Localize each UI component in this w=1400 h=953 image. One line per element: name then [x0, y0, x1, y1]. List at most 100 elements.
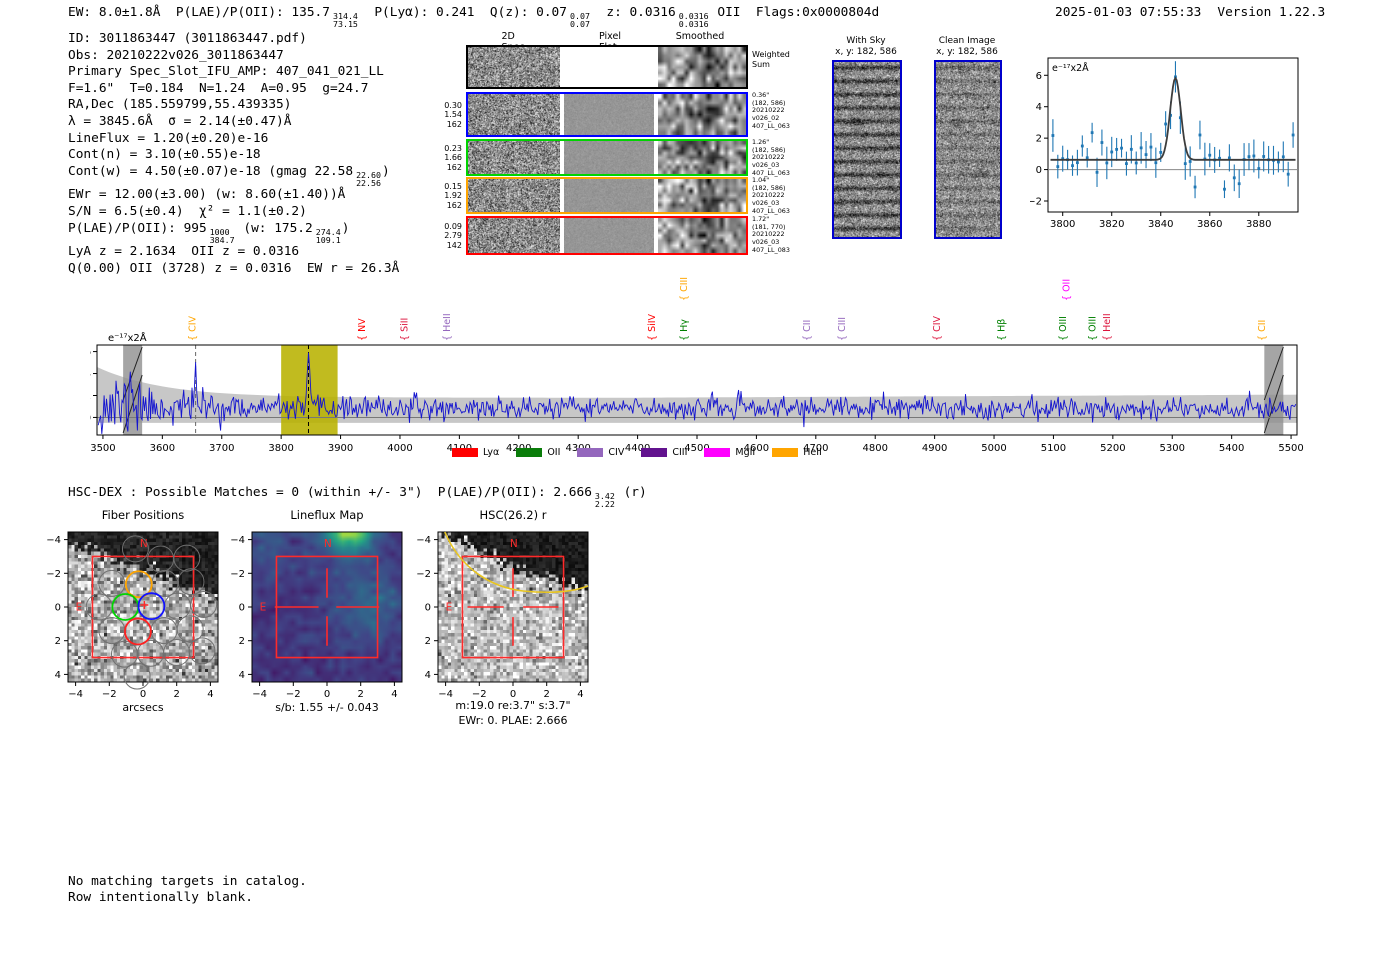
- x-tick-label: 5300: [1160, 443, 1185, 454]
- data-point: [1198, 133, 1202, 137]
- right-label-line: v026_03: [752, 238, 780, 247]
- masked-band-hatch: [122, 346, 143, 401]
- spec2d-row-left-labels: 0.23 1.66 162: [436, 144, 462, 173]
- right-label-line: 0.36": [752, 91, 770, 99]
- data-point: [1061, 157, 1065, 161]
- y-tick-label: 0: [239, 603, 245, 614]
- emission-line-label: { CIII: [837, 317, 848, 341]
- y-tick-label: 2: [1036, 134, 1042, 145]
- spec2d-image-strip: [468, 218, 560, 253]
- left-label-line: 0.09: [444, 221, 462, 231]
- y-tick-label: −2: [416, 569, 431, 580]
- legend-label: MgII: [735, 447, 756, 458]
- fraction-upper: 3.42: [594, 491, 615, 501]
- left-label-line: 142: [446, 240, 462, 250]
- text-segment: OII Flags:0x0000804d: [709, 5, 880, 20]
- spectrum-line: [97, 352, 1297, 434]
- fiber-circle: [121, 535, 149, 563]
- text-segment: Cont(n) = 3.10(±0.55)e-18: [68, 147, 261, 163]
- selected-fiber-circle: [124, 570, 153, 599]
- x-tick-label: −4: [68, 689, 83, 700]
- image-frame: [437, 531, 589, 683]
- text-segment: P(Lyα): 0.241 Q(z): 0.07: [358, 5, 567, 20]
- data-point: [1281, 155, 1285, 159]
- y-tick-label: 4: [90, 369, 91, 380]
- data-point: [1208, 153, 1212, 157]
- right-label-line: (181, 770): [752, 222, 786, 231]
- fraction-upper: 1000: [209, 226, 230, 237]
- text-segment: EW: 8.0±1.8Å P(LAE)/P(OII): 135.7: [68, 5, 330, 20]
- ccd-image: [834, 62, 900, 237]
- x-tick-label: 5200: [1100, 443, 1125, 454]
- data-point: [1286, 172, 1290, 176]
- text-segment: ID: 3011863447 (3011863447.pdf): [68, 31, 307, 46]
- right-label-line: 1.26": [752, 138, 770, 146]
- left-label-line: 0.23: [444, 143, 462, 153]
- spec2d-row-box: [466, 92, 748, 137]
- legend-item: CIII: [641, 447, 687, 458]
- x-tick-label: 0: [324, 689, 330, 700]
- right-label-line: 407_LL_063: [752, 121, 790, 130]
- x-tick-label: −4: [252, 689, 267, 700]
- emission-line-label: { HeII: [1102, 313, 1113, 341]
- info-line: Cont(w) = 4.50(±0.07)e-18 (gmag 22.58 22.…: [68, 164, 399, 188]
- with-sky-title-line: With Sky: [846, 36, 886, 46]
- y-tick-label: 6: [1036, 71, 1042, 82]
- masked-band-hatch: [1263, 374, 1284, 434]
- east-label: E: [76, 602, 83, 614]
- x-tick-label: 3600: [150, 443, 175, 454]
- info-line: F=1.6" T=0.184 N=1.24 A=0.95 g=24.7: [68, 81, 399, 98]
- weighted-sum-label-line: Sum: [752, 59, 770, 69]
- data-point: [1120, 146, 1123, 150]
- legend-item: HeII: [772, 447, 822, 458]
- hsc-dex-match-line: HSC-DEX : Possible Matches = 0 (within +…: [68, 485, 647, 509]
- x-tick-label: 3700: [209, 443, 234, 454]
- spec2d-image-strip: [564, 179, 654, 212]
- info-line: Primary Spec_Slot_IFU_AMP: 407_041_021_L…: [68, 64, 399, 81]
- right-label-line: 20210222: [752, 153, 785, 162]
- info-line: LyA z = 2.1634 OII z = 0.0316: [68, 244, 399, 261]
- fiber-circle: [151, 569, 179, 597]
- emission-line-label: { NV: [357, 318, 368, 341]
- x-tick-label: 3820: [1099, 219, 1124, 230]
- footer-notes: No matching targets in catalog. Row inten…: [68, 874, 307, 905]
- x-tick-label: 4000: [387, 443, 412, 454]
- y-tick-label: −2: [46, 569, 61, 580]
- info-line: Cont(n) = 3.10(±0.55)e-18: [68, 147, 399, 164]
- legend-swatch: [641, 448, 668, 457]
- text-segment: (w: 175.2: [235, 220, 313, 236]
- extraction-box: [461, 555, 565, 659]
- fraction-lower: 2.22: [594, 499, 615, 510]
- emission-line-label: { OIII: [1058, 316, 1069, 341]
- left-label-line: 162: [446, 119, 462, 129]
- report-version: Version 1.22.3: [1217, 5, 1326, 20]
- y-tick-label: −4: [46, 535, 61, 546]
- text-segment: ): [341, 220, 350, 236]
- text-segment: Q(0.00) OII (3728) z = 0.0316 EW r = 26.…: [68, 260, 400, 276]
- fraction-lower: 384.7: [209, 234, 235, 245]
- legend-item: CIV: [577, 447, 624, 458]
- x-tick-label: 5000: [981, 443, 1006, 454]
- detected-line-highlight-band: [281, 345, 338, 435]
- spec2d-row-box: [466, 139, 748, 176]
- x-tick-label: 3860: [1197, 219, 1222, 230]
- emission-line-fit-plot: 6 4 2 0 −2 3800 3820 3840 3860 3880 e⁻¹⁷x2Å: [1030, 57, 1299, 230]
- uncertainty-fraction: 274.4 109.1: [316, 227, 341, 244]
- galaxy-ellipse-arc: [444, 531, 589, 594]
- right-label-line: 20210222: [752, 230, 785, 239]
- sb-caption: s/b: 1.55 +/- 0.043: [275, 701, 379, 714]
- footer-line: No matching targets in catalog.: [68, 874, 307, 889]
- x-tick-label: 4600: [744, 443, 769, 454]
- fiber-circle: [98, 569, 126, 597]
- spec2d-image-strip: [658, 141, 746, 174]
- footer-line: Row intentionally blank.: [68, 889, 253, 905]
- emission-line-label: { Hβ: [997, 319, 1008, 341]
- text-segment: RA,Dec (185.559799,55.439335): [68, 97, 292, 113]
- data-point: [1080, 144, 1084, 148]
- selected-fiber-circle: [137, 592, 166, 621]
- x-tick-label: 3800: [268, 443, 293, 454]
- data-point: [1125, 162, 1128, 166]
